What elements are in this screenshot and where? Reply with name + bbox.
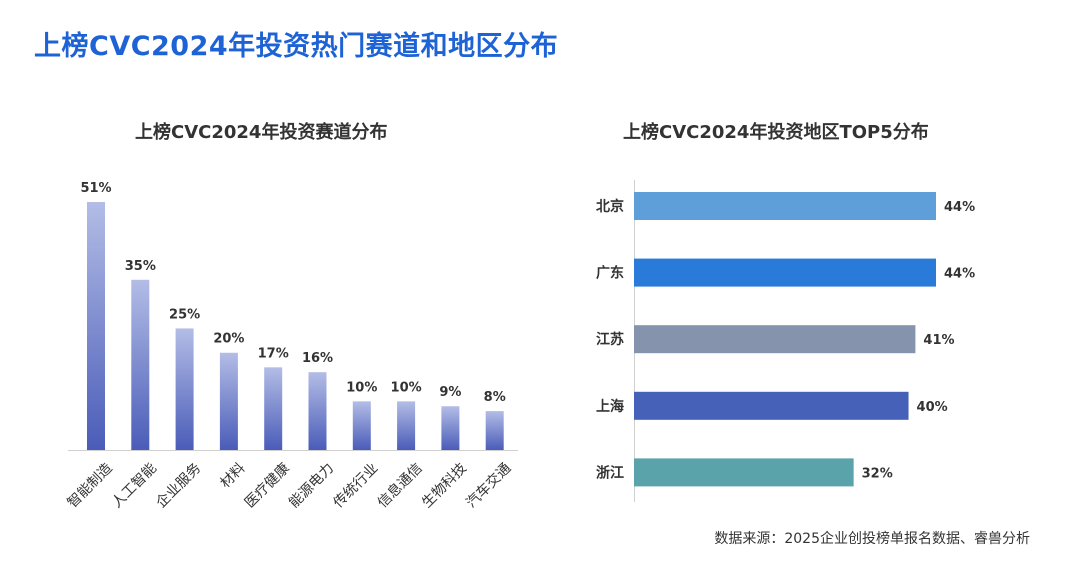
- sector-value-label: 16%: [302, 351, 333, 366]
- region-bar-5: [634, 458, 854, 487]
- region-bar-3: [634, 325, 916, 354]
- region-chart-title: 上榜CVC2024年投资地区TOP5分布: [623, 122, 929, 143]
- sector-bar-2: [131, 279, 150, 450]
- region-value-label: 41%: [923, 333, 954, 348]
- sector-value-label: 17%: [258, 346, 289, 361]
- region-value-label: 32%: [862, 466, 893, 481]
- sector-bar-8: [397, 401, 416, 450]
- sector-bar-6: [308, 372, 327, 450]
- sector-value-label: 51%: [80, 181, 111, 196]
- data-source-note: 数据来源：2025企业创投榜单报名数据、睿兽分析: [714, 531, 1030, 547]
- region-category-label: 江苏: [596, 331, 624, 348]
- sector-category-label: 传统行业: [331, 460, 382, 511]
- sector-category-label: 企业服务: [153, 460, 205, 512]
- sector-bar-7: [352, 401, 371, 450]
- sector-category-label: 人工智能: [109, 460, 160, 511]
- page-title: 上榜CVC2024年投资热门赛道和地区分布: [34, 31, 559, 62]
- sector-bar-chart: 51% 智能制造 35% 人工智能 25% 企业服务 20% 材料 17% 医疗健康 16% 能源电力…: [65, 181, 518, 512]
- sector-category-label: 智能制造: [65, 460, 116, 511]
- sector-value-label: 8%: [484, 390, 506, 405]
- region-bar-1: [634, 192, 936, 220]
- sector-value-label: 9%: [439, 385, 461, 400]
- region-bar-chart: 北京 44% 广东 44% 江苏 41% 上海 40% 浙江 32%: [596, 180, 975, 502]
- sector-value-label: 35%: [125, 259, 156, 274]
- region-bar-4: [634, 391, 909, 420]
- region-value-label: 44%: [944, 200, 975, 215]
- region-category-label: 广东: [596, 265, 624, 282]
- region-category-label: 上海: [596, 398, 624, 415]
- sector-category-label: 医疗健康: [241, 460, 293, 512]
- sector-bar-9: [441, 406, 460, 450]
- sector-bar-3: [175, 328, 194, 450]
- sector-category-label: 生物科技: [419, 460, 470, 511]
- sector-category-label: 材料: [217, 460, 248, 491]
- sector-category-label: 汽车交通: [463, 460, 515, 512]
- sector-bar-5: [264, 367, 283, 450]
- sector-bar-4: [219, 352, 238, 450]
- region-value-label: 40%: [917, 400, 948, 415]
- region-category-label: 浙江: [596, 464, 624, 481]
- sector-category-label: 信息通信: [374, 460, 426, 512]
- sector-value-label: 10%: [346, 380, 377, 395]
- region-value-label: 44%: [944, 267, 975, 282]
- region-bar-2: [634, 258, 936, 287]
- sector-value-label: 10%: [391, 380, 422, 395]
- sector-category-label: 能源电力: [286, 460, 337, 511]
- sector-value-label: 20%: [213, 332, 244, 347]
- sector-chart-title: 上榜CVC2024年投资赛道分布: [135, 122, 388, 143]
- sector-bar-10: [485, 411, 504, 450]
- sector-bar-1: [87, 202, 105, 450]
- sector-value-label: 25%: [169, 307, 200, 322]
- region-category-label: 北京: [596, 198, 624, 215]
